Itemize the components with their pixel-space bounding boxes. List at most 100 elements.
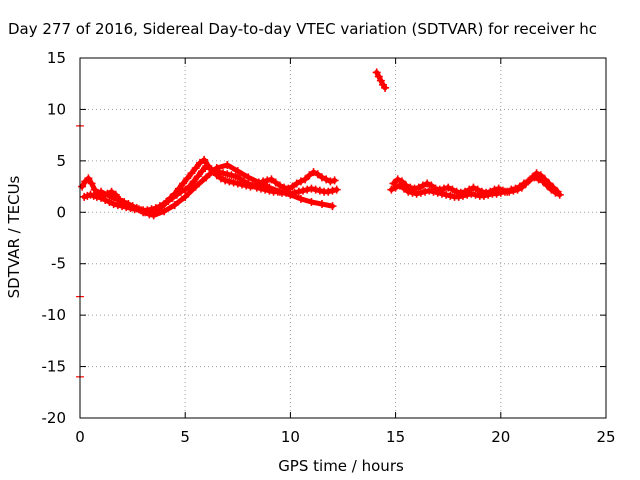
data-point (307, 198, 316, 206)
data-point (216, 174, 225, 183)
data-point (494, 184, 503, 193)
data-point (425, 186, 434, 195)
data-point (498, 186, 507, 195)
series-4 (372, 68, 390, 92)
data-point (418, 181, 427, 190)
x-tick-label: 5 (180, 428, 190, 446)
data-point (231, 172, 240, 181)
data-point (528, 173, 537, 182)
data-point (204, 162, 213, 170)
data-point (235, 174, 244, 183)
data-point (387, 185, 396, 194)
data-point (305, 171, 314, 180)
data-point (271, 178, 280, 187)
data-point (212, 164, 221, 173)
y-tick-label: 15 (47, 49, 66, 67)
data-point (179, 179, 188, 188)
data-point (540, 175, 549, 184)
data-point (549, 183, 558, 192)
data-point (170, 189, 179, 198)
data-point (128, 203, 137, 212)
data-point (311, 185, 320, 194)
data-point (296, 194, 305, 203)
data-point (223, 170, 232, 179)
data-point (503, 187, 512, 196)
series-3 (97, 160, 337, 220)
data-point (448, 185, 457, 194)
data-point (412, 189, 421, 198)
data-point (372, 68, 381, 77)
data-point (149, 211, 158, 220)
data-point (330, 176, 339, 185)
data-point (105, 198, 114, 206)
data-point (299, 186, 308, 195)
data-point (227, 171, 236, 180)
data-point (414, 183, 423, 192)
data-point (288, 182, 297, 191)
data-point (435, 185, 444, 194)
x-axis-label: GPS time / hours (278, 457, 404, 475)
y-tick-label: 5 (56, 152, 66, 170)
data-point (301, 175, 310, 184)
data-point (332, 185, 341, 194)
data-point (219, 169, 228, 178)
data-point (181, 192, 190, 201)
data-point (410, 184, 419, 193)
series-band (390, 170, 561, 196)
data-point (193, 172, 202, 181)
data-point (545, 179, 554, 188)
data-point (244, 173, 253, 182)
x-tick-label: 15 (386, 428, 405, 446)
data-point (416, 188, 425, 197)
y-tick-label: -5 (51, 255, 66, 273)
data-point (465, 185, 474, 194)
data-point (246, 182, 255, 191)
plot-frame (79, 57, 607, 419)
data-point (107, 192, 116, 201)
y-tick-label: -15 (42, 358, 67, 376)
x-tick-label: 0 (75, 428, 85, 446)
data-point (191, 164, 200, 173)
data-point (452, 187, 461, 196)
data-point (490, 185, 499, 194)
data-point (233, 167, 242, 176)
data-point (223, 160, 232, 169)
data-point (221, 176, 230, 185)
data-point (439, 184, 448, 193)
y-tick-label: -20 (42, 409, 67, 427)
series-6 (389, 169, 562, 197)
data-point (170, 201, 179, 210)
data-point (326, 177, 335, 186)
data-point (374, 72, 383, 81)
data-point (482, 188, 491, 197)
data-point (84, 174, 93, 183)
y-axis-label: SDTVAR / TECUs (5, 175, 23, 298)
data-point (90, 185, 99, 194)
data-point (233, 179, 242, 188)
data-point (507, 185, 516, 194)
data-point (160, 207, 169, 216)
data-point (225, 177, 234, 186)
data-point (189, 177, 198, 186)
data-point (187, 169, 196, 178)
data-point (423, 179, 432, 188)
data-point (402, 181, 411, 190)
data-point (284, 184, 293, 193)
data-point (524, 177, 533, 186)
data-series (76, 68, 564, 378)
chart-title: Day 277 of 2016, Sidereal Day-to-day VTE… (8, 20, 597, 38)
data-point (553, 187, 562, 196)
data-point (328, 186, 337, 195)
data-point (315, 186, 324, 195)
data-point (296, 177, 305, 186)
grid-lines (80, 58, 606, 418)
data-point (444, 183, 453, 192)
data-point (78, 182, 87, 191)
data-point (294, 187, 303, 196)
data-point (397, 177, 406, 186)
data-point (97, 187, 106, 196)
data-point (212, 171, 221, 180)
data-point (181, 185, 190, 194)
data-point (469, 183, 478, 192)
